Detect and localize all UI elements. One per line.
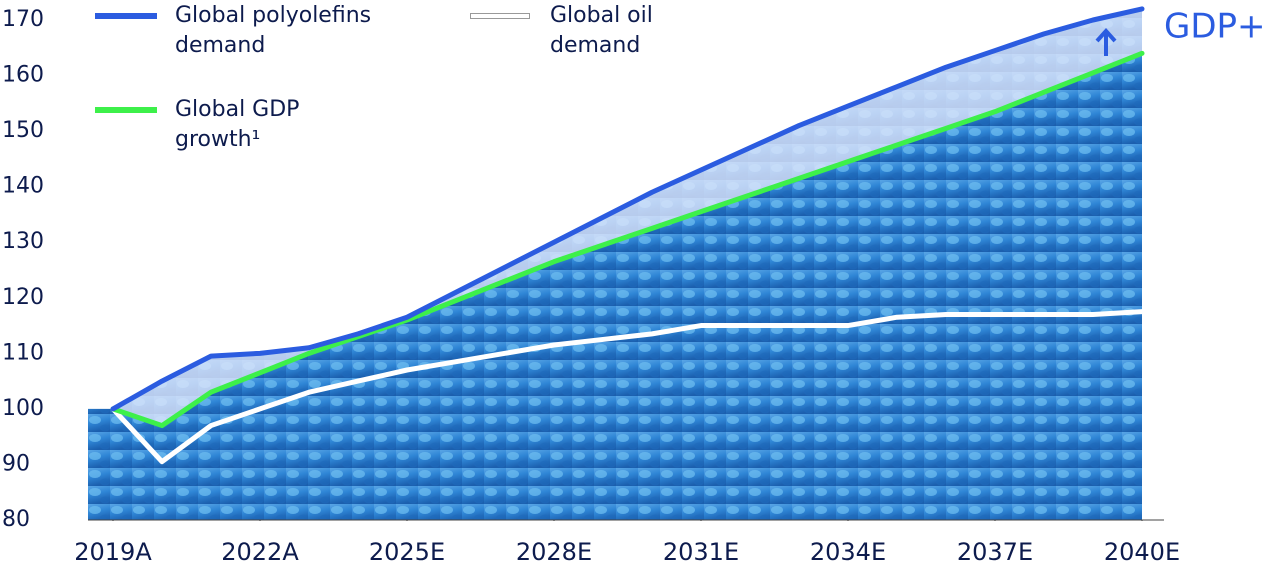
legend-swatch (470, 13, 530, 19)
x-tick-label: 2034E (810, 538, 886, 566)
y-tick-label: 140 (2, 174, 44, 199)
x-tick-label: 2025E (369, 538, 445, 566)
x-tick-label: 2037E (957, 538, 1033, 566)
y-tick-label: 130 (2, 229, 44, 254)
x-tick-label: 2019A (74, 538, 152, 566)
arrow (1095, 28, 1117, 56)
y-tick-label: 100 (2, 396, 44, 421)
x-tick-label: 2040E (1104, 538, 1180, 566)
y-tick-label: 170 (2, 7, 44, 32)
x-tick-label: 2028E (516, 538, 592, 566)
y-tick-label: 110 (2, 340, 44, 365)
legend-swatch (95, 13, 157, 19)
y-tick-label: 80 (2, 507, 30, 532)
series-line (110, 309, 1145, 465)
y-tick-label: 150 (2, 118, 44, 143)
y-tick-label: 160 (2, 63, 44, 88)
legend-label: Global GDP growth¹ (175, 97, 300, 152)
y-tick-label: 120 (2, 285, 44, 310)
x-tick-label: 2031E (663, 538, 739, 566)
legend-swatch (95, 107, 157, 113)
gap-area (113, 8, 1142, 426)
legend-label: Global oil demand (550, 3, 653, 58)
y-tick-label: 90 (2, 451, 30, 476)
legend-label: Global polyolefins demand (175, 3, 372, 58)
series-line (110, 6, 1145, 412)
series-line (110, 50, 1145, 429)
x-tick-label: 2022A (221, 538, 299, 566)
annotation: GDP+ (1164, 7, 1266, 47)
